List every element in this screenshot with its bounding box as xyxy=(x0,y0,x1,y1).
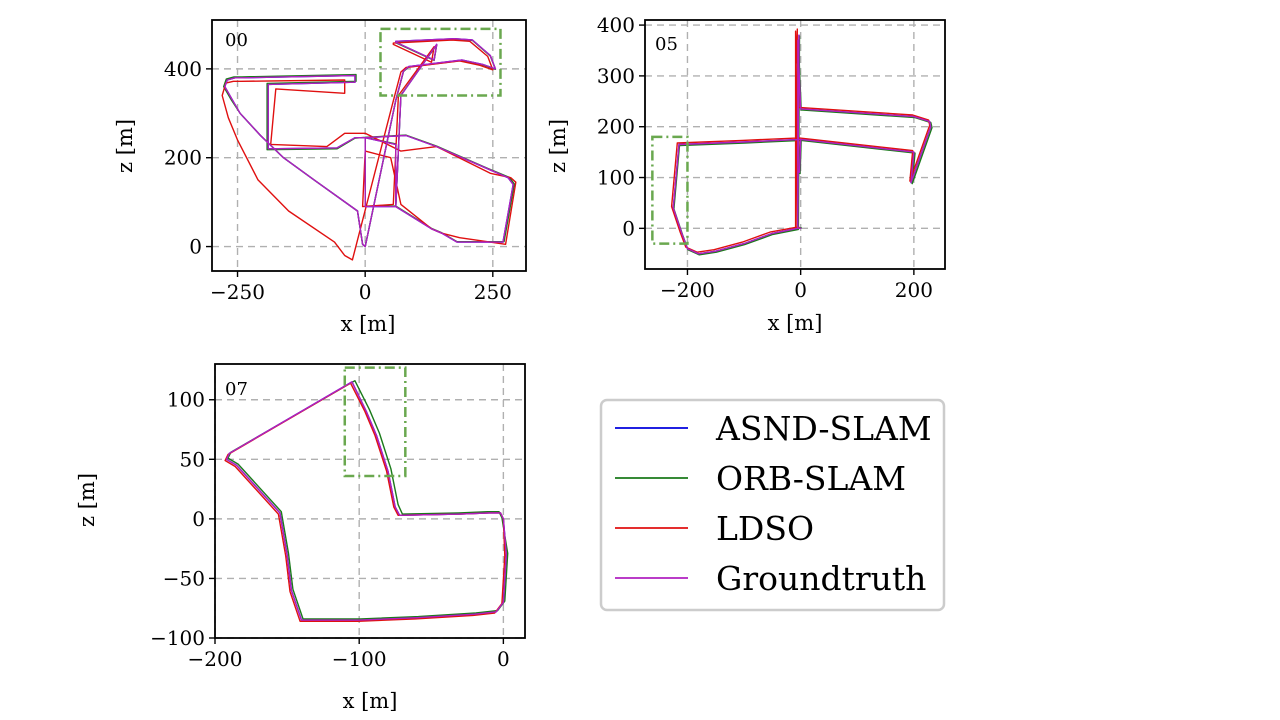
plot-05-ytick-label: 300 xyxy=(597,64,635,88)
plot-07-series-groundtruth xyxy=(225,381,507,621)
plot-05: −200 0 200 0 100 200 300 400 05 x [m] z [m] xyxy=(546,13,946,335)
plot-05-tag: 05 xyxy=(655,34,678,55)
legend-label-asnd-slam: ASND-SLAM xyxy=(715,409,932,448)
plot-05-roi-box xyxy=(651,135,689,245)
plot-05-xtick-label: 200 xyxy=(895,278,933,302)
plot-07-ytick-label: −100 xyxy=(150,626,205,650)
plot-07-ytick-label: 100 xyxy=(167,388,205,412)
plot-07-ytick-label: 0 xyxy=(192,507,205,531)
plot-00-xtick-label: 0 xyxy=(359,280,372,304)
plot-00-roi-box xyxy=(379,27,502,97)
plot-05-series-orb-slam xyxy=(673,35,933,256)
legend-entry-groundtruth: Groundtruth xyxy=(615,559,926,598)
legend-entry-orb-slam: ORB-SLAM xyxy=(615,459,906,498)
plot-00-xtick-label: −250 xyxy=(210,280,265,304)
legend-box xyxy=(599,398,946,612)
plot-07-xtick-label: −200 xyxy=(188,647,243,671)
legend-entry-asnd-slam: ASND-SLAM xyxy=(615,409,932,448)
plot-00-ytick-label: 0 xyxy=(189,235,202,259)
plot-00-tag: 00 xyxy=(225,30,248,51)
plot-07-frame xyxy=(214,363,526,639)
plot-00-xlabel: x [m] xyxy=(341,312,396,336)
plot-05-ytick-label: 200 xyxy=(597,115,635,139)
plot-00-series-groundtruth xyxy=(224,38,514,248)
plot-07-ytick-label: −50 xyxy=(163,566,205,590)
plot-00-ylabel: z [m] xyxy=(113,119,137,173)
plot-05-xtick-label: 0 xyxy=(794,278,807,302)
plot-00-xtick-label: 250 xyxy=(474,280,512,304)
plot-07-ylabel: z [m] xyxy=(75,473,99,527)
plot-05-xtick-label: −200 xyxy=(660,278,715,302)
legend: ASND-SLAM ORB-SLAM LDSO Groundtruth xyxy=(599,398,946,612)
plot-07-roi-box xyxy=(343,366,407,478)
plot-07-series-ldso xyxy=(224,382,506,622)
plot-05-ytick-label: 400 xyxy=(597,13,635,37)
plot-05-ylabel: z [m] xyxy=(546,119,570,173)
plot-00: −250 0 250 0 200 400 00 x [m] z [m] xyxy=(113,19,527,336)
plot-07-ytick-label: 50 xyxy=(180,447,205,471)
legend-entry-ldso: LDSO xyxy=(615,509,814,548)
legend-label-ldso: LDSO xyxy=(716,509,814,548)
plot-05-xlabel: x [m] xyxy=(768,311,823,335)
plot-07-xtick-label: −100 xyxy=(332,647,387,671)
plot-07-tag: 07 xyxy=(225,379,248,400)
legend-label-groundtruth: Groundtruth xyxy=(716,559,926,598)
plot-00-ytick-label: 200 xyxy=(164,146,202,170)
plot-07-xlabel: x [m] xyxy=(343,689,398,713)
plot-05-ytick-label: 0 xyxy=(622,216,635,240)
plot-00-frame xyxy=(211,19,527,272)
plot-07-xtick-label: 0 xyxy=(497,647,510,671)
plot-05-series-groundtruth xyxy=(672,34,932,255)
plot-07-series-orb-slam xyxy=(227,380,509,620)
plot-05-frame xyxy=(644,19,946,270)
plot-00-ytick-label: 400 xyxy=(164,57,202,81)
plot-05-ytick-label: 100 xyxy=(597,166,635,190)
legend-label-orb-slam: ORB-SLAM xyxy=(716,459,906,498)
